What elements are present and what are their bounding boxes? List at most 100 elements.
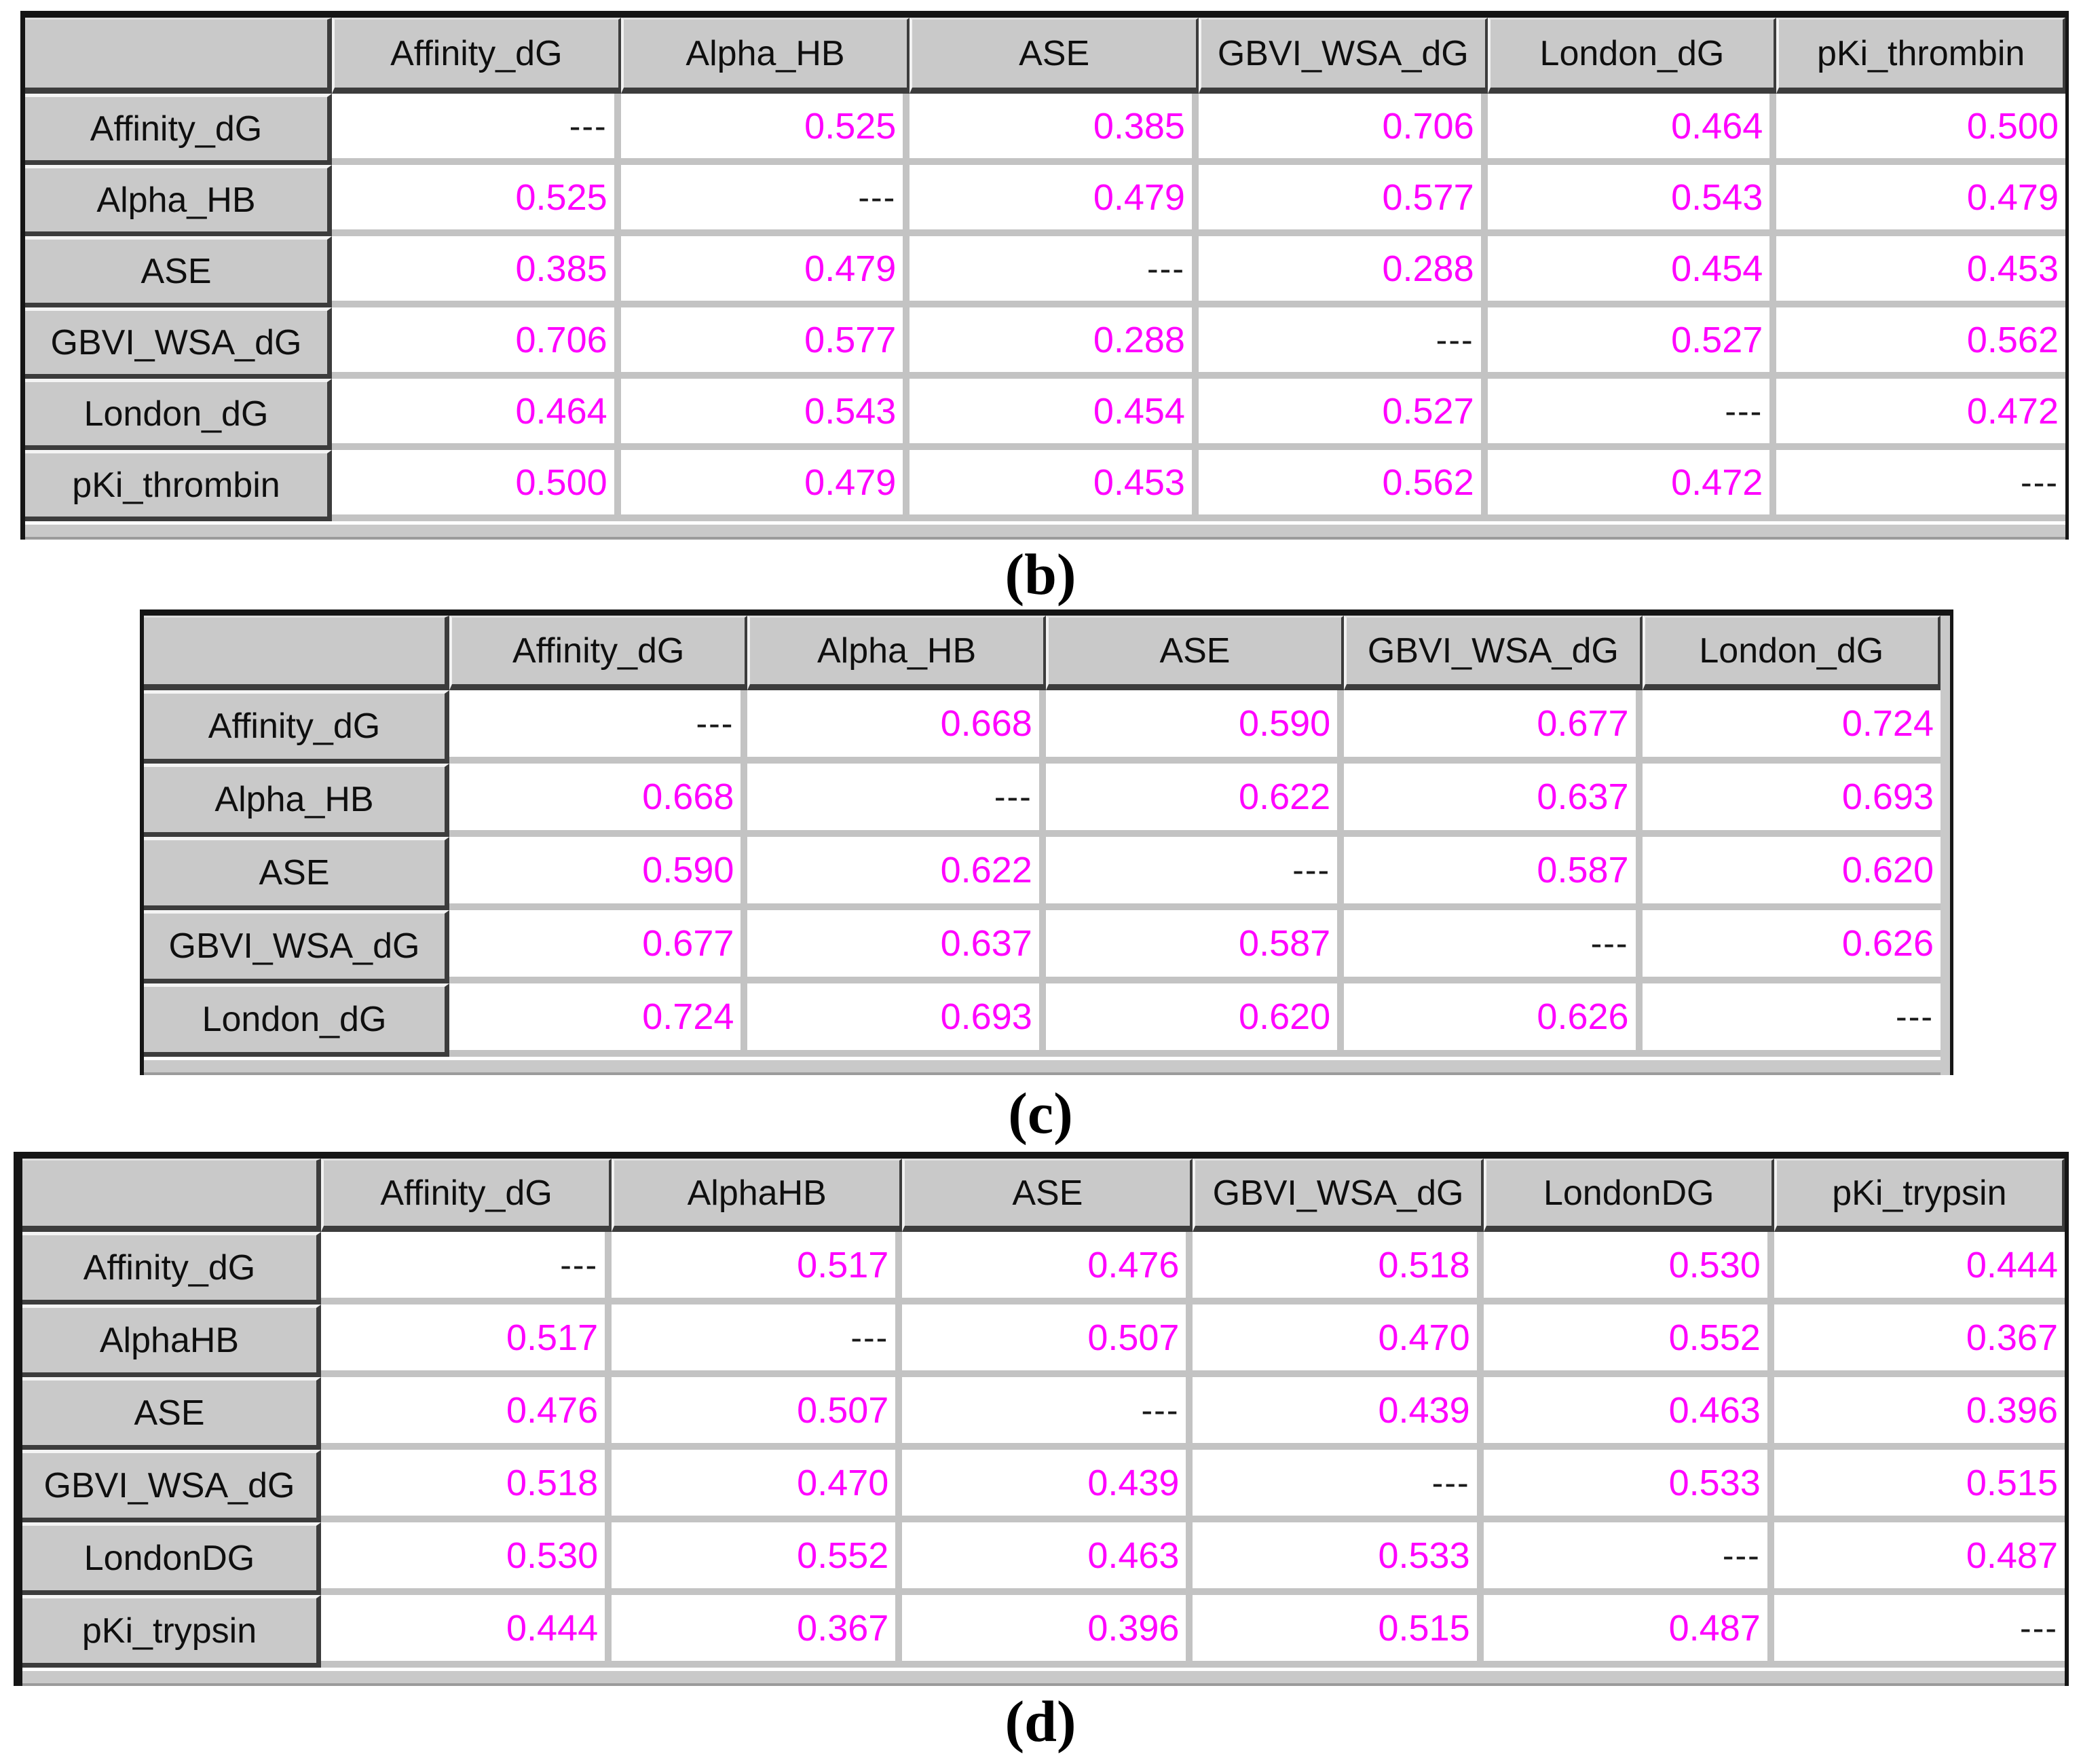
row-header: GBVI_WSA_dG — [22, 1450, 321, 1522]
table-row: ASE 0.385 0.479 --- 0.288 0.454 0.453 — [25, 236, 2065, 307]
correlation-cell: 0.500 — [332, 450, 621, 521]
correlation-cell: 0.626 — [1642, 910, 1941, 983]
correlation-cell: 0.487 — [1774, 1522, 2065, 1595]
diagonal-cell: --- — [612, 1305, 903, 1377]
correlation-table: Affinity_dG Alpha_HB ASE GBVI_WSA_dG London_… — [144, 616, 1941, 1057]
table-row: GBVI_WSA_dG 0.706 0.577 0.288 --- 0.527 0.562 — [25, 307, 2065, 379]
correlation-cell: 0.470 — [1193, 1305, 1484, 1377]
correlation-cell: 0.677 — [449, 910, 748, 983]
diagonal-cell: --- — [910, 236, 1199, 307]
bottom-strip — [22, 1668, 2065, 1686]
correlation-cell: 0.476 — [902, 1232, 1193, 1305]
diagonal-cell: --- — [449, 690, 748, 764]
correlation-cell: 0.518 — [321, 1450, 612, 1522]
correlation-cell: 0.439 — [1193, 1377, 1484, 1450]
column-header: LondonDG — [1483, 1159, 1774, 1232]
correlation-cell: 0.396 — [902, 1595, 1193, 1668]
correlation-cell: 0.706 — [332, 307, 621, 379]
column-header: ASE — [902, 1159, 1193, 1232]
column-header: AlphaHB — [612, 1159, 903, 1232]
corner-cell — [22, 1159, 321, 1232]
correlation-cell: 0.515 — [1774, 1450, 2065, 1522]
correlation-cell: 0.677 — [1344, 690, 1643, 764]
diagonal-cell: --- — [747, 764, 1046, 837]
correlation-cell: 0.517 — [321, 1305, 612, 1377]
column-header: Affinity_dG — [449, 616, 748, 690]
table-row: AlphaHB 0.517 --- 0.507 0.470 0.552 0.367 — [22, 1305, 2065, 1377]
column-header: GBVI_WSA_dG — [1198, 18, 1488, 94]
table-row: Alpha_HB 0.525 --- 0.479 0.577 0.543 0.479 — [25, 165, 2065, 236]
correlation-cell: 0.367 — [612, 1595, 903, 1668]
subfigure-label-b: (b) — [1005, 542, 1076, 607]
correlation-cell: 0.590 — [1045, 690, 1345, 764]
correlation-cell: 0.527 — [1487, 307, 1777, 379]
correlation-cell: 0.620 — [1642, 837, 1941, 910]
row-header: ASE — [144, 837, 449, 910]
correlation-cell: 0.487 — [1483, 1595, 1774, 1668]
correlation-cell: 0.367 — [1774, 1305, 2065, 1377]
column-header: Affinity_dG — [321, 1159, 612, 1232]
column-header: London_dG — [1487, 18, 1777, 94]
correlation-cell: 0.590 — [449, 837, 748, 910]
table-row: Affinity_dG --- 0.668 0.590 0.677 0.724 — [144, 690, 1941, 764]
correlation-cell: 0.288 — [910, 307, 1199, 379]
diagonal-cell: --- — [1483, 1522, 1774, 1595]
correlation-cell: 0.543 — [1487, 165, 1777, 236]
table-row: pKi_thrombin 0.500 0.479 0.453 0.562 0.472 --- — [25, 450, 2065, 521]
row-header: LondonDG — [22, 1522, 321, 1595]
row-header: ASE — [25, 236, 332, 307]
correlation-cell: 0.454 — [1487, 236, 1777, 307]
row-header: pKi_thrombin — [25, 450, 332, 521]
column-header: GBVI_WSA_dG — [1344, 616, 1643, 690]
table-row: ASE 0.476 0.507 --- 0.439 0.463 0.396 — [22, 1377, 2065, 1450]
correlation-cell: 0.724 — [449, 983, 748, 1057]
correlation-cell: 0.562 — [1198, 450, 1488, 521]
correlation-cell: 0.693 — [747, 983, 1046, 1057]
table-row: GBVI_WSA_dG 0.677 0.637 0.587 --- 0.626 — [144, 910, 1941, 983]
correlation-cell: 0.464 — [332, 379, 621, 450]
column-header: ASE — [1045, 616, 1345, 690]
row-header: Affinity_dG — [22, 1232, 321, 1305]
correlation-cell: 0.479 — [620, 450, 910, 521]
header-row: Affinity_dG AlphaHB ASE GBVI_WSA_dG LondonDG… — [22, 1159, 2065, 1232]
correlation-cell: 0.530 — [1483, 1232, 1774, 1305]
diagonal-cell: --- — [321, 1232, 612, 1305]
correlation-cell: 0.517 — [612, 1232, 903, 1305]
table-row: London_dG 0.464 0.543 0.454 0.527 --- 0.472 — [25, 379, 2065, 450]
diagonal-cell: --- — [1642, 983, 1941, 1057]
column-header: Alpha_HB — [620, 18, 910, 94]
correlation-cell: 0.515 — [1193, 1595, 1484, 1668]
correlation-cell: 0.396 — [1774, 1377, 2065, 1450]
column-header: GBVI_WSA_dG — [1193, 1159, 1484, 1232]
correlation-cell: 0.668 — [449, 764, 748, 837]
correlation-cell: 0.507 — [902, 1305, 1193, 1377]
correlation-cell: 0.507 — [612, 1377, 903, 1450]
diagonal-cell: --- — [620, 165, 910, 236]
correlation-cell: 0.577 — [620, 307, 910, 379]
correlation-cell: 0.562 — [1776, 307, 2065, 379]
corner-cell — [25, 18, 332, 94]
correlation-cell: 0.288 — [1198, 236, 1488, 307]
correlation-cell: 0.525 — [620, 94, 910, 165]
correlation-cell: 0.479 — [910, 165, 1199, 236]
correlation-cell: 0.385 — [332, 236, 621, 307]
correlation-cell: 0.527 — [1198, 379, 1488, 450]
correlation-matrix-five-scores: Affinity_dG Alpha_HB ASE GBVI_WSA_dG London_… — [140, 609, 1953, 1075]
correlation-cell: 0.476 — [321, 1377, 612, 1450]
diagonal-cell: --- — [1198, 307, 1488, 379]
diagonal-cell: --- — [1774, 1595, 2065, 1668]
diagonal-cell: --- — [1045, 837, 1345, 910]
correlation-table: Affinity_dG AlphaHB ASE GBVI_WSA_dG LondonDG… — [22, 1159, 2065, 1668]
correlation-cell: 0.525 — [332, 165, 621, 236]
column-header: Affinity_dG — [332, 18, 621, 94]
correlation-cell: 0.444 — [321, 1595, 612, 1668]
diagonal-cell: --- — [332, 94, 621, 165]
correlation-cell: 0.518 — [1193, 1232, 1484, 1305]
header-row: Affinity_dG Alpha_HB ASE GBVI_WSA_dG London_… — [25, 18, 2065, 94]
correlation-matrix-thrombin: Affinity_dG Alpha_HB ASE GBVI_WSA_dG London_… — [20, 11, 2069, 540]
row-header: Alpha_HB — [144, 764, 449, 837]
correlation-cell: 0.463 — [1483, 1377, 1774, 1450]
table-row: GBVI_WSA_dG 0.518 0.470 0.439 --- 0.533 0.515 — [22, 1450, 2065, 1522]
correlation-cell: 0.552 — [612, 1522, 903, 1595]
